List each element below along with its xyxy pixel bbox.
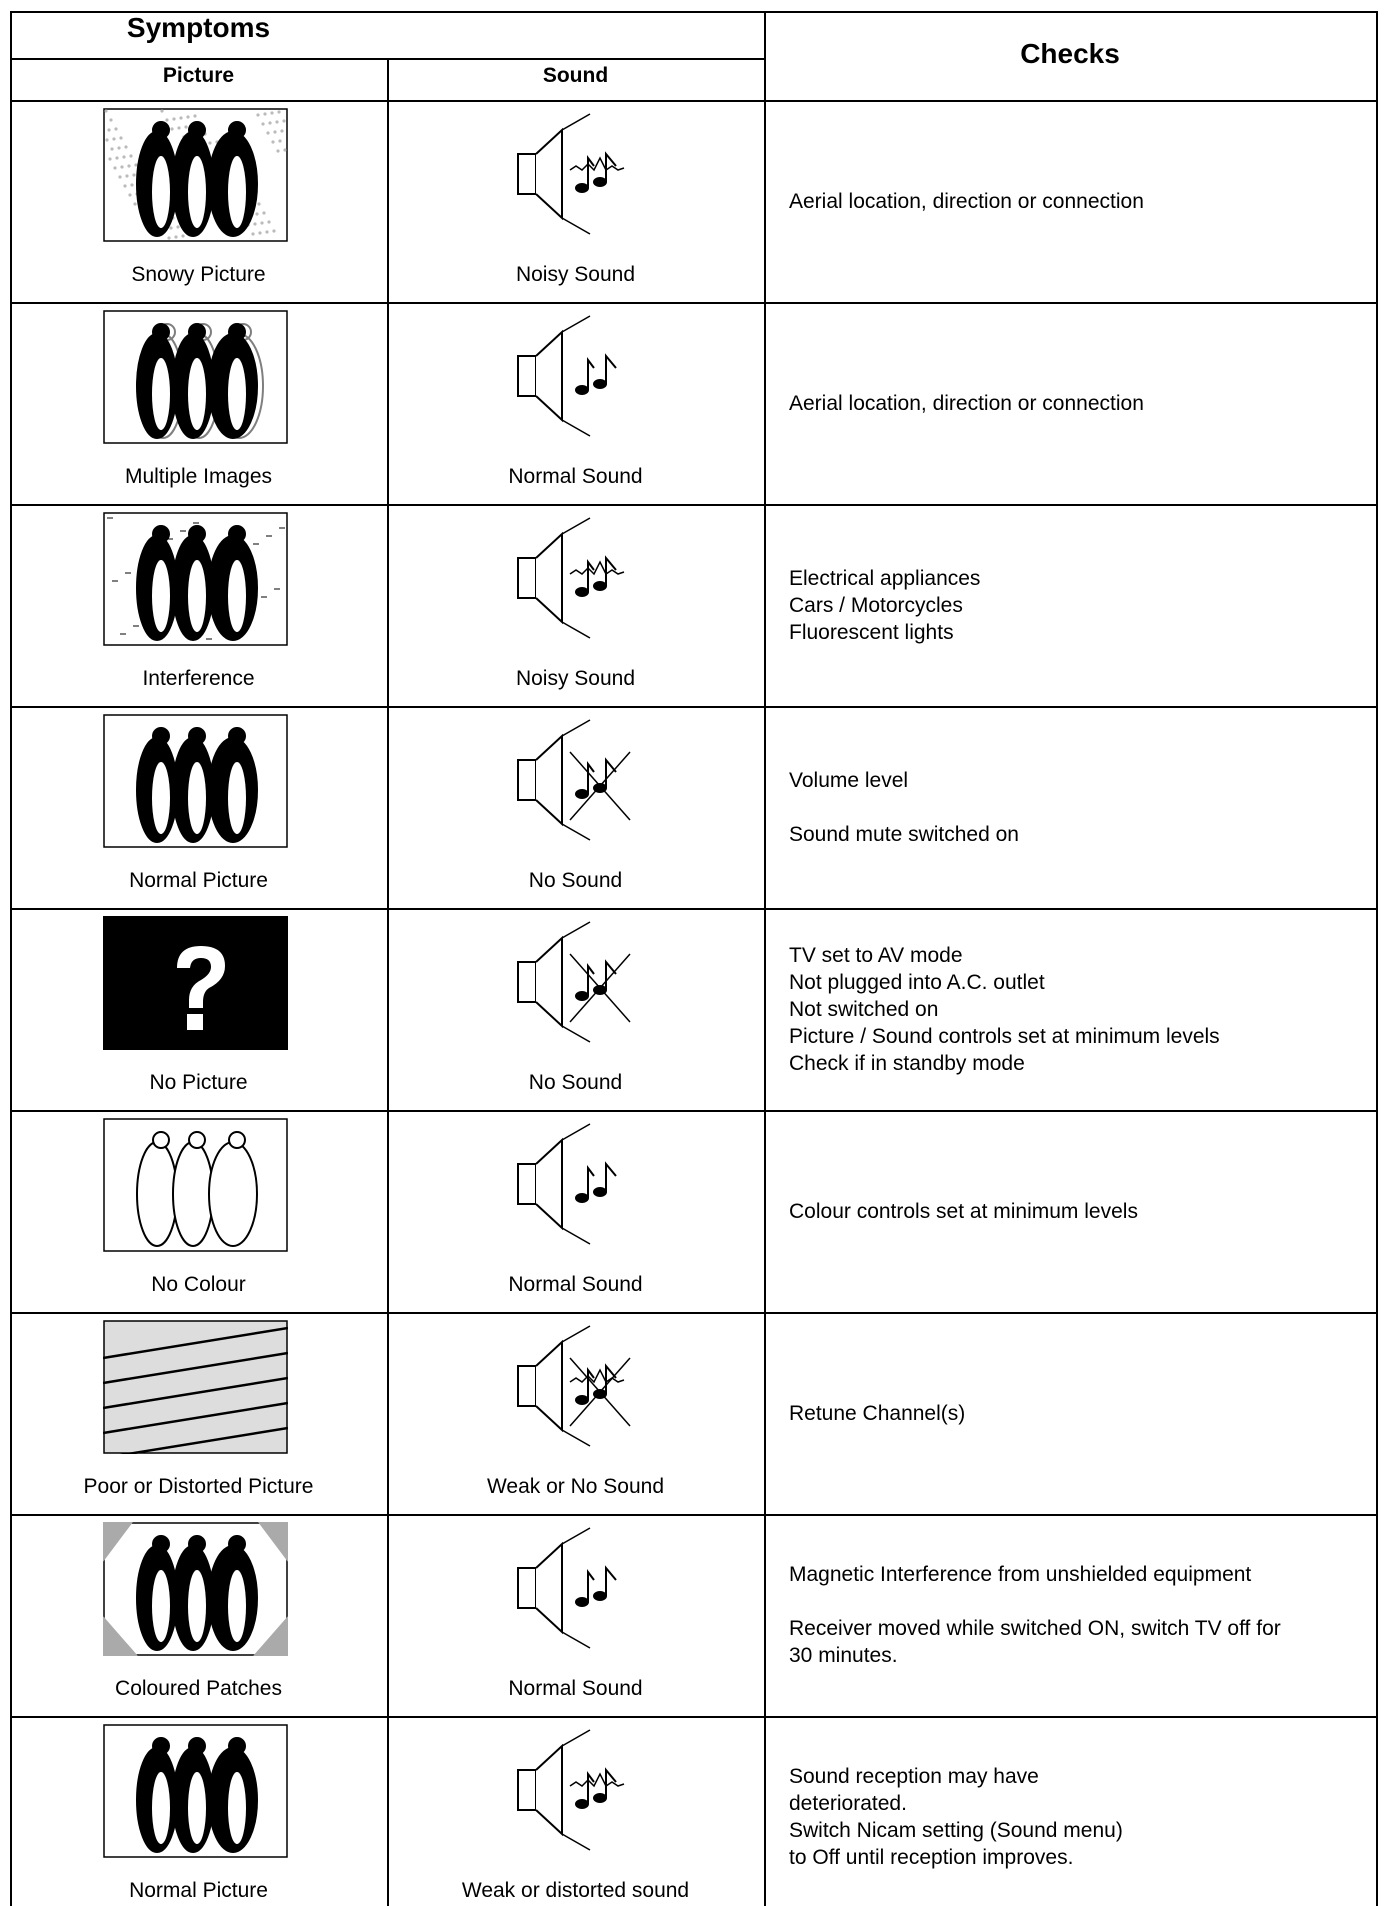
checks-text: Electrical appliances Cars / Motorcycles F…: [789, 565, 1369, 646]
checks-line: Not switched on: [789, 997, 939, 1021]
picture-icon: [103, 714, 288, 848]
checks-line: Aerial location, direction or connection: [789, 391, 1144, 415]
table-line: [387, 58, 389, 1906]
table-line: [10, 908, 1378, 910]
table-line: [1376, 11, 1378, 1906]
sound-icon: [517, 1325, 631, 1447]
table-line: [10, 504, 1378, 506]
checks-line: to Off until reception improves.: [789, 1846, 1074, 1869]
checks-text: TV set to AV mode Not plugged into A.C. o…: [789, 942, 1369, 1077]
table-line: [10, 706, 1378, 708]
checks-line: Check if in standby mode: [789, 1051, 1025, 1075]
picture-icon: [103, 916, 288, 1050]
checks-line: Sound reception may have: [789, 1765, 1039, 1788]
checks-line: Not plugged into A.C. outlet: [789, 970, 1045, 994]
picture-icon: [103, 1320, 288, 1454]
table-line: [10, 11, 1378, 13]
checks-line: TV set to AV mode: [789, 943, 963, 967]
table-line: [10, 302, 1378, 304]
checks-paragraph: Colour controls set at minimum levels: [789, 1198, 1369, 1225]
checks-line: 30 minutes.: [789, 1644, 898, 1667]
checks-paragraph: TV set to AV mode Not plugged into A.C. o…: [789, 942, 1369, 1077]
checks-paragraph: Electrical appliances Cars / Motorcycles F…: [789, 565, 1369, 646]
checks-paragraph: Aerial location, direction or connection: [789, 390, 1369, 417]
sound-icon: [517, 921, 631, 1043]
checks-line: deteriorated.: [789, 1792, 907, 1815]
picture-icon: [103, 108, 288, 242]
checks-line: Sound mute switched on: [789, 822, 1019, 846]
picture-caption: Interference: [142, 667, 255, 690]
picture-icon: [103, 310, 288, 444]
picture-caption: Multiple Images: [124, 465, 273, 488]
picture-icon: [103, 1724, 288, 1858]
checks-paragraph: Retune Channel(s): [789, 1400, 1369, 1427]
checks-line: Fluorescent lights: [789, 620, 954, 644]
checks-text: Magnetic Interference from unshielded eq…: [789, 1561, 1369, 1669]
checks-paragraph: Receiver moved while switched ON, switch…: [789, 1615, 1369, 1669]
table-line: [10, 11, 12, 1906]
sound-caption: Weak or distorted sound: [461, 1879, 690, 1902]
checks-paragraph: Volume level: [789, 767, 1369, 794]
checks-text: Retune Channel(s): [789, 1400, 1369, 1427]
checks-line: Cars / Motorcycles: [789, 593, 963, 617]
sound-caption: No Sound: [528, 869, 623, 892]
checks-line: Receiver moved while switched ON, switch…: [789, 1617, 1281, 1640]
checks-line: Magnetic Interference from unshielded eq…: [789, 1563, 1252, 1586]
checks-line: Switch Nicam setting (Sound menu): [789, 1819, 1123, 1842]
checks-header: Checks: [1020, 38, 1120, 69]
checks-line: Picture / Sound controls set at minimum …: [789, 1024, 1220, 1048]
checks-text: Colour controls set at minimum levels: [789, 1198, 1369, 1225]
table-line: [10, 1110, 1378, 1112]
picture-caption: Normal Picture: [129, 869, 268, 892]
sound-caption: No Sound: [528, 1071, 623, 1094]
picture-header: Picture: [162, 64, 235, 87]
sound-header: Sound: [542, 64, 609, 87]
sound-icon: [517, 1123, 617, 1245]
table-line: [10, 1716, 1378, 1718]
checks-line: Electrical appliances: [789, 566, 981, 590]
symptoms-header: Symptoms: [126, 12, 271, 43]
sound-caption: Normal Sound: [508, 1677, 643, 1700]
checks-text: Aerial location, direction or connection: [789, 188, 1369, 215]
checks-text: Aerial location, direction or connection: [789, 390, 1369, 417]
picture-caption: No Colour: [151, 1273, 246, 1296]
checks-paragraph: Aerial location, direction or connection: [789, 188, 1369, 215]
picture-caption: Normal Picture: [129, 1879, 268, 1902]
sound-caption: Normal Sound: [508, 1273, 643, 1296]
picture-icon: [103, 512, 288, 646]
checks-line: Colour controls set at minimum levels: [789, 1199, 1138, 1223]
picture-icon: [103, 1522, 288, 1656]
sound-icon: [517, 1729, 625, 1851]
sound-icon: [517, 113, 625, 235]
picture-caption: Coloured Patches: [115, 1677, 282, 1700]
sound-caption: Weak or No Sound: [486, 1475, 665, 1498]
checks-text: Volume level Sound mute switched on: [789, 767, 1369, 848]
checks-line: Aerial location, direction or connection: [789, 189, 1144, 213]
checks-paragraph: Sound mute switched on: [789, 821, 1369, 848]
checks-line: Retune Channel(s): [789, 1401, 966, 1425]
picture-caption: No Picture: [149, 1071, 248, 1094]
sound-icon: [517, 517, 625, 639]
picture-caption: Snowy Picture: [131, 263, 266, 286]
sound-caption: Noisy Sound: [515, 667, 636, 690]
checks-paragraph: Magnetic Interference from unshielded eq…: [789, 1561, 1369, 1588]
checks-line: Volume level: [789, 768, 909, 792]
table-line: [10, 100, 1378, 102]
picture-caption: Poor or Distorted Picture: [83, 1475, 314, 1498]
checks-text: Sound reception may have deteriorated. Swi…: [789, 1763, 1369, 1871]
sound-caption: Normal Sound: [508, 465, 643, 488]
table-line: [10, 1312, 1378, 1314]
sound-icon: [517, 1527, 617, 1649]
table-line: [10, 1514, 1378, 1516]
sound-icon: [517, 315, 617, 437]
sound-caption: Noisy Sound: [515, 263, 636, 286]
table-line: [764, 11, 766, 1906]
picture-icon: [103, 1118, 288, 1252]
checks-paragraph: Sound reception may have deteriorated. Swi…: [789, 1763, 1369, 1871]
sound-icon: [517, 719, 631, 841]
